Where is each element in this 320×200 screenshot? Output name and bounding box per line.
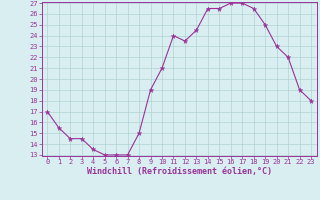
X-axis label: Windchill (Refroidissement éolien,°C): Windchill (Refroidissement éolien,°C) [87,167,272,176]
